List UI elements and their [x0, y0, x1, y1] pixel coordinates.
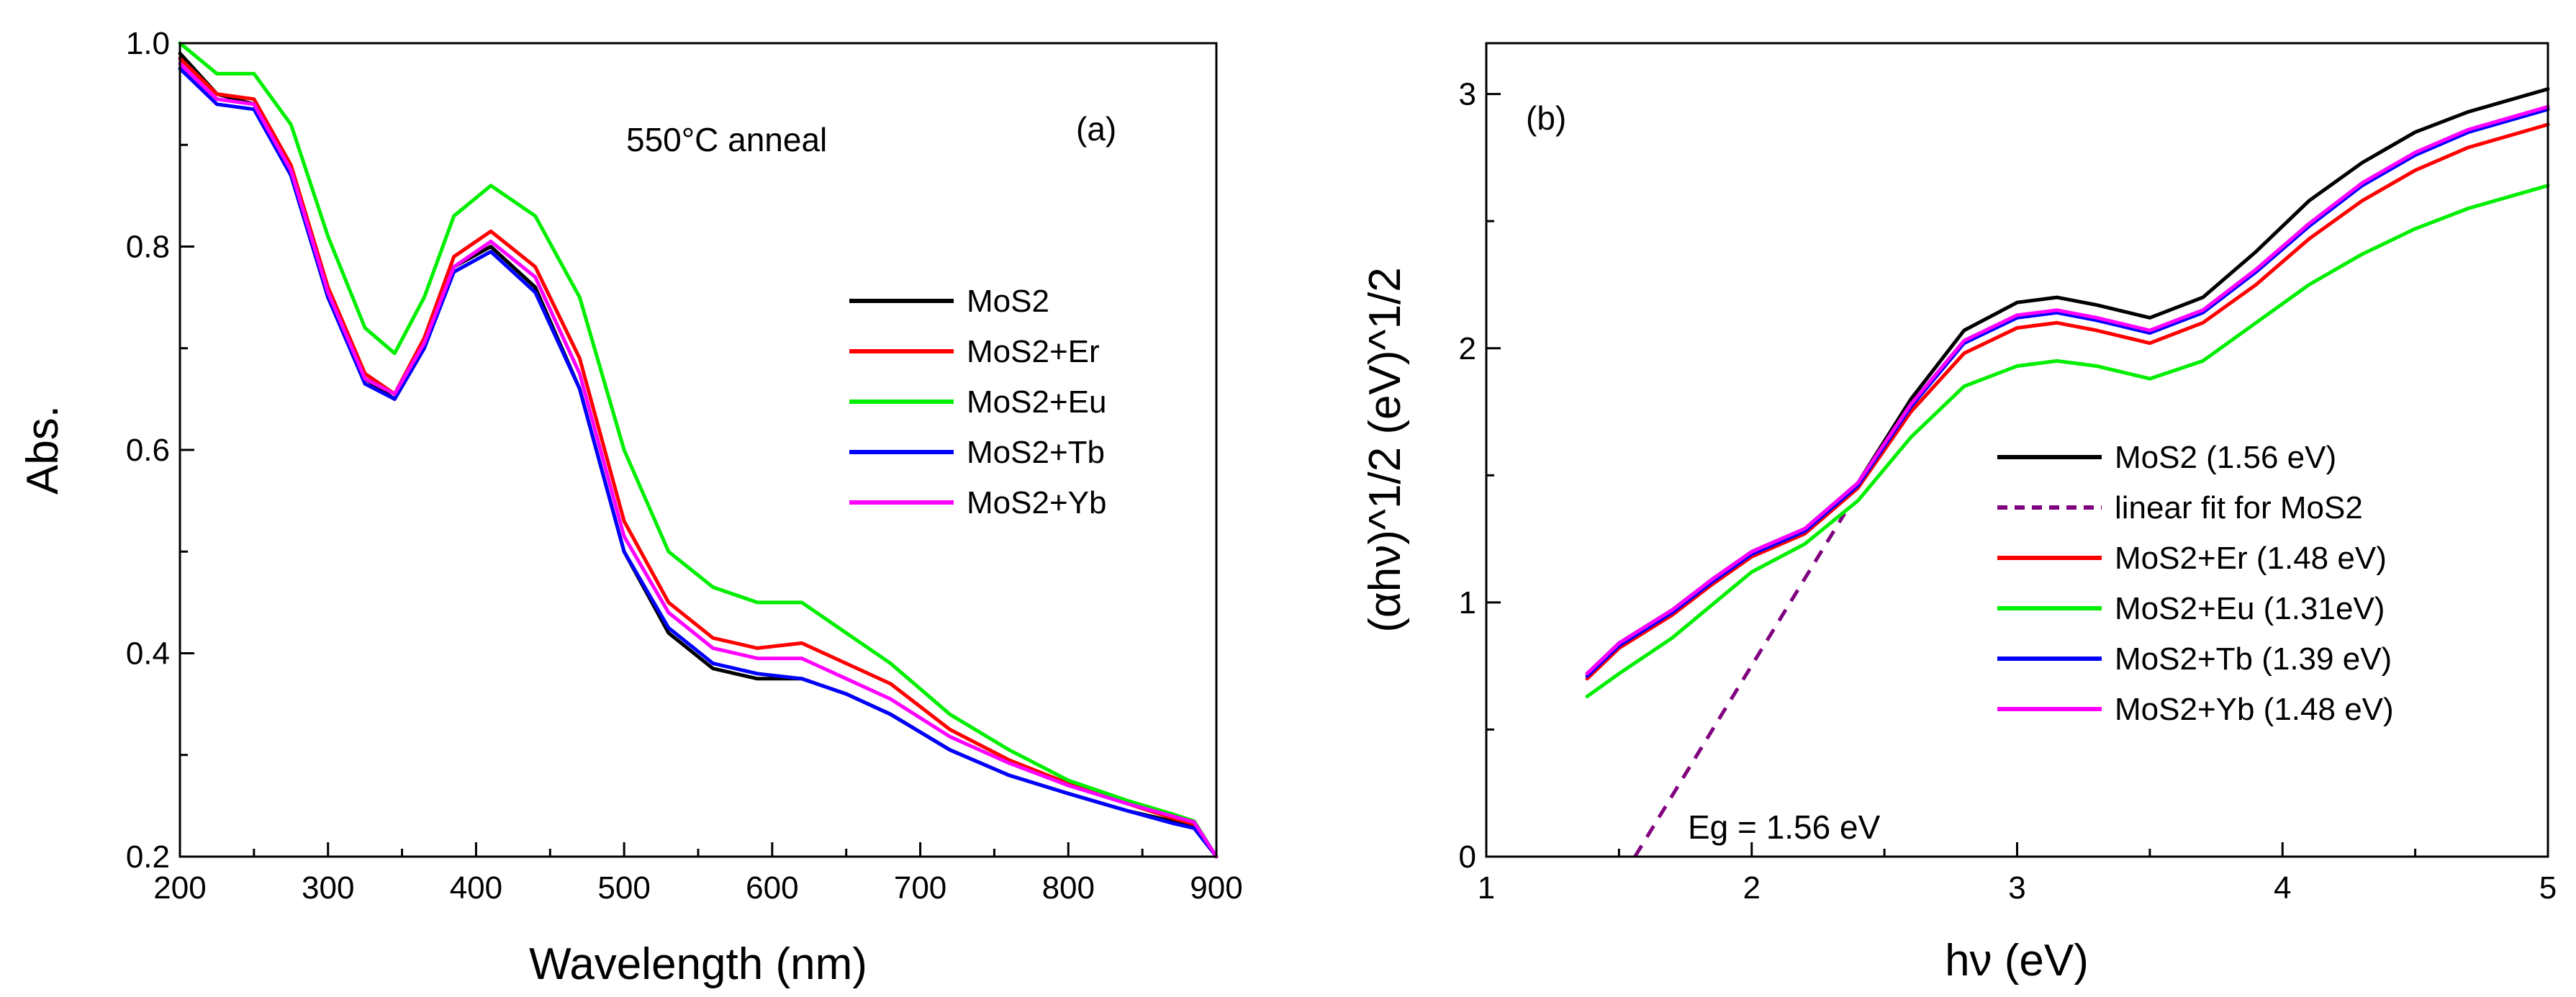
panel-b-plot-frame [1485, 42, 2549, 858]
panel-b-x-axis-title: hν (eV) [1945, 936, 2089, 985]
y-tick-label: 2 [1459, 331, 1476, 366]
legend-entry-label: MoS2+Yb (1.48 eV) [2115, 692, 2394, 727]
y-tick-label: 0.4 [126, 636, 170, 672]
legend-entry-label: MoS2+Tb (1.39 eV) [2115, 641, 2392, 677]
panel-a-x-axis-title: Wavelength (nm) [529, 939, 867, 989]
panel-b-y-axis-title-group: (αhν)^1/2 (eV)^1/2 [1360, 267, 1410, 633]
panel-a-series-group [178, 41, 1219, 859]
series-line-mos2-er [178, 56, 1219, 859]
x-tick-label: 1 [1478, 870, 1495, 906]
panel-a-absorbance-chart: 200 300 400 500 600 700 800 9000.20.40.60.81.0 … [18, 26, 1243, 989]
series-line-mos2-yb [1585, 104, 2550, 676]
legend-entry-label: linear fit for MoS2 [2115, 490, 2363, 525]
x-tick-label: 400 [450, 870, 502, 906]
series-line-mos2-eu [1585, 184, 2550, 698]
panel-a-ticks: 200 300 400 500 600 700 800 900 0.2 0.4 0.6 0.8 1.0 [126, 26, 1243, 906]
y-tick-label: 0.8 [126, 230, 170, 265]
legend-entry-label: MoS2 [967, 284, 1049, 319]
panel-b-legend: MoS2 (1.56 eV) linear fit for MoS2 MoS2+Er… [1997, 440, 2394, 727]
panel-b-bandgap-annotation: Eg = 1.56 eV [1688, 808, 1881, 846]
x-tick-label: 3 [2008, 870, 2025, 906]
x-tick-label: 700 [894, 870, 946, 906]
x-tick-label: 300 [302, 870, 354, 906]
legend-entry-label: MoS2+Eu (1.31eV) [2115, 591, 2385, 626]
panel-b-y-axis-title: (αhν)^1/2 (eV)^1/2 [1360, 267, 1410, 633]
x-tick-label: 200 [153, 870, 206, 906]
panel-a-label: (a) [1076, 110, 1116, 148]
x-tick-label: 5 [2539, 870, 2557, 906]
x-tick-label: 500 [597, 870, 650, 906]
x-tick-label: 2 [1743, 870, 1761, 906]
y-tick-label: 0.6 [126, 433, 170, 468]
x-tick-label: 800 [1042, 870, 1095, 906]
y-tick-label: 0.2 [126, 839, 170, 875]
y-tick-label: 0 [1459, 839, 1476, 875]
linear-fit-line [1633, 512, 1846, 858]
legend-entry-label: MoS2+Eu [967, 384, 1106, 420]
series-line-mos2-eu [178, 41, 1219, 859]
series-line-mos2-tb [178, 66, 1219, 859]
x-tick-label: 4 [2274, 870, 2291, 906]
series-line-mos2-er [1585, 122, 2550, 681]
series-line-mos2-yb [178, 61, 1219, 859]
legend-entry-label: MoS2+Er (1.48 eV) [2115, 541, 2387, 576]
legend-entry-label: MoS2+Yb [967, 485, 1106, 520]
series-line-mos2-tb [1585, 107, 2550, 678]
y-tick-label: 1 [1459, 585, 1476, 621]
x-tick-label: 900 [1190, 870, 1242, 906]
y-tick-label: 1.0 [126, 26, 170, 61]
x-tick-label: 600 [746, 870, 798, 906]
legend-entry-label: MoS2 (1.56 eV) [2115, 440, 2336, 475]
panel-a-y-axis-title: Abs. [18, 405, 68, 495]
panel-b-label: (b) [1526, 99, 1566, 137]
panel-a-annotation: 550°C anneal [626, 121, 827, 158]
y-tick-label: 3 [1459, 77, 1476, 112]
panel-b-series-group [1585, 87, 2550, 858]
legend-entry-label: MoS2+Tb [967, 435, 1105, 470]
panel-a-legend: MoS2 MoS2+Er MoS2+Eu MoS2+Tb MoS2+Yb [849, 284, 1106, 520]
legend-entry-label: MoS2+Er [967, 334, 1100, 369]
